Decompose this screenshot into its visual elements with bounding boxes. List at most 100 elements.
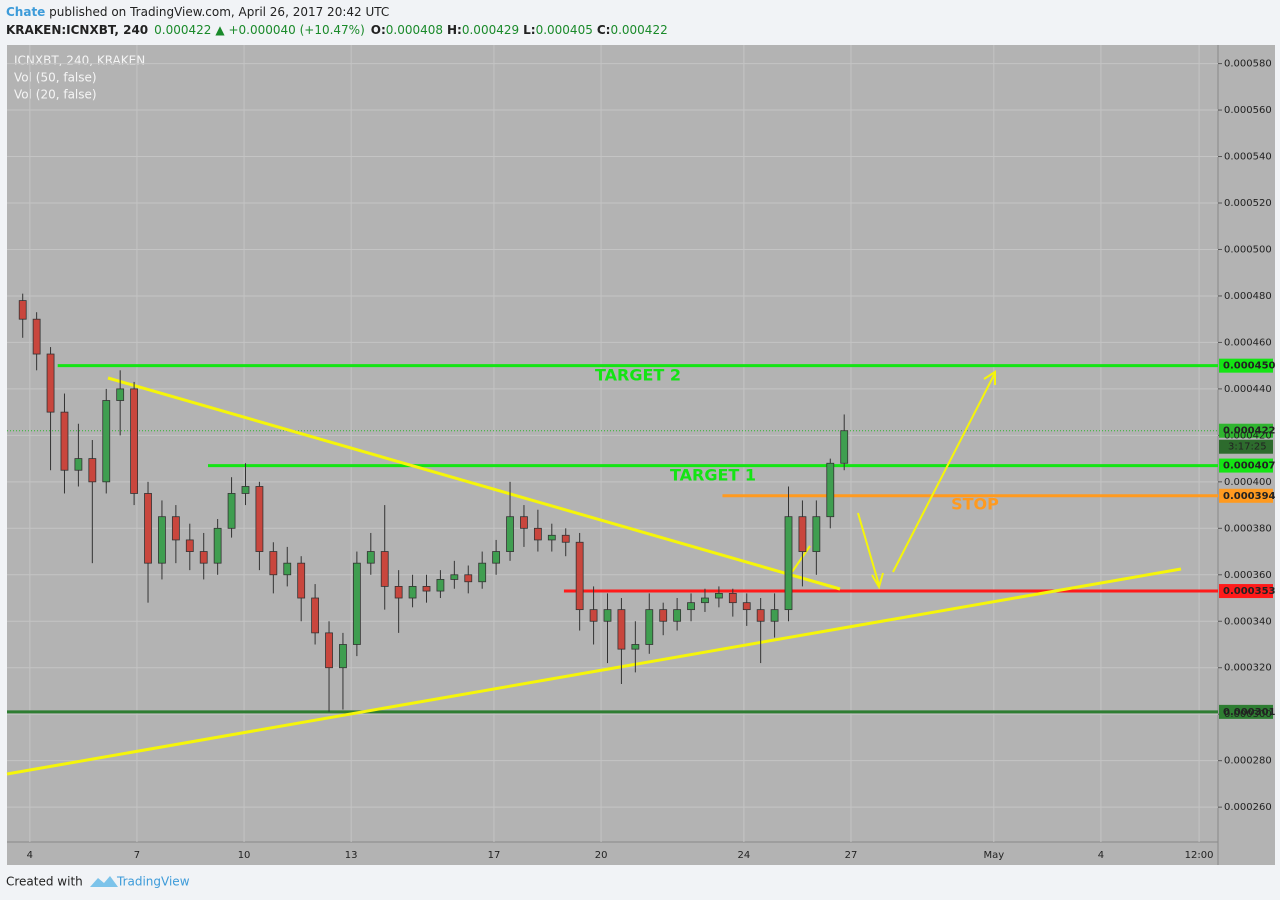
candle-body xyxy=(199,551,208,564)
price-tag-label: 0.000301 xyxy=(1223,707,1276,718)
candle-body xyxy=(520,516,528,529)
candle-body xyxy=(339,644,347,669)
candle-body xyxy=(241,486,250,494)
published: published on TradingView.com, April 26, … xyxy=(45,5,389,19)
candle-body xyxy=(756,609,765,622)
y-tick-label: 0.000460 xyxy=(1224,337,1272,348)
candle-body xyxy=(561,534,570,543)
arrow xyxy=(791,545,811,573)
footer-brand[interactable]: TradingView xyxy=(116,875,190,889)
c-label: C: xyxy=(597,23,611,37)
candle-body xyxy=(255,486,264,552)
legend-item: Vol (20, false) xyxy=(14,88,97,102)
candle-body xyxy=(603,609,612,622)
candle-body xyxy=(158,516,166,564)
y-tick-label: 0.000560 xyxy=(1224,105,1272,116)
trendline xyxy=(107,376,841,591)
candle-body xyxy=(171,516,180,541)
l-label: L: xyxy=(523,23,535,37)
candle-body xyxy=(18,300,27,320)
x-tick-label: May xyxy=(983,850,1004,861)
candle-body xyxy=(742,602,751,611)
author: Chate xyxy=(6,5,45,19)
candle-body xyxy=(506,516,514,552)
candle-body xyxy=(366,551,375,564)
candle-body xyxy=(46,353,55,413)
candle-body xyxy=(617,609,626,650)
candle-body xyxy=(631,644,640,650)
x-tick-label: 4 xyxy=(1098,850,1104,861)
y-tick-label: 0.000280 xyxy=(1224,756,1272,767)
price-tag xyxy=(1219,584,1273,599)
candle-body xyxy=(380,551,389,587)
x-tick-label: 17 xyxy=(488,850,501,861)
price-tag xyxy=(1219,358,1273,373)
arrow xyxy=(892,370,996,573)
candle-body xyxy=(826,462,835,518)
candle-body xyxy=(130,388,138,494)
price-tag-label: 0.000450 xyxy=(1223,361,1276,372)
candle-body xyxy=(533,527,542,541)
candle-body xyxy=(436,579,445,592)
candle-body xyxy=(102,400,111,483)
candle-body xyxy=(589,609,598,622)
annotation: STOP xyxy=(951,495,999,514)
candle-body xyxy=(394,586,403,599)
y-tick-label: 0.000400 xyxy=(1224,477,1272,488)
trendline xyxy=(6,567,1182,776)
candle-body xyxy=(701,597,709,604)
x-tick-label: 24 xyxy=(738,850,751,861)
candle-body xyxy=(450,574,459,580)
candle-body xyxy=(840,430,849,464)
l: 0.000405 xyxy=(536,23,593,37)
candle-body xyxy=(673,609,682,622)
candle-body xyxy=(784,516,793,611)
candle-body xyxy=(798,516,807,552)
footer-text: Created with xyxy=(6,875,83,889)
candle-body xyxy=(812,516,821,552)
arrows xyxy=(791,370,996,590)
y-tick-label: 0.000580 xyxy=(1224,59,1272,70)
x-tick-label: 10 xyxy=(238,850,251,861)
y-tick-label: 0.000320 xyxy=(1224,663,1272,674)
levels: 0.000450 0.000407 0.000394 0.000353 0.000301… xyxy=(7,358,1276,719)
y-tick-label: 0.000520 xyxy=(1224,198,1272,209)
x-tick-label: 20 xyxy=(595,850,608,861)
candle-body xyxy=(283,562,292,576)
candle-body xyxy=(728,592,737,604)
candles xyxy=(18,293,849,712)
logo xyxy=(90,876,118,887)
candle-body xyxy=(770,609,779,622)
candle-body xyxy=(213,527,222,564)
candle-body xyxy=(408,586,417,599)
candle-body xyxy=(116,388,125,401)
legend-item: ICNXBT, 240, KRAKEN xyxy=(14,54,145,68)
legend-item: Vol (50, false) xyxy=(14,71,97,85)
arrow xyxy=(857,512,884,590)
candle-body xyxy=(547,534,556,541)
candle-body xyxy=(227,493,236,529)
h: 0.000429 xyxy=(462,23,519,37)
candle-body xyxy=(478,562,487,583)
candle-body xyxy=(645,609,654,645)
x-tick-label: 13 xyxy=(345,850,358,861)
y-tick-label: 0.000420 xyxy=(1224,430,1272,441)
price-tag-label: 0.000353 xyxy=(1223,586,1276,597)
price: 0.000422 xyxy=(154,23,211,37)
annotation: TARGET 1 xyxy=(670,466,756,485)
x-tick-label: 12:00 xyxy=(1185,850,1214,861)
candle-body xyxy=(32,318,41,355)
price-tag-label: 0.000422 xyxy=(1223,426,1276,437)
y-tick-label: 0.000440 xyxy=(1224,384,1272,395)
ohlc-line: KRAKEN:ICNXBT, 240 0.000422 ▲ +0.000040 (+… xyxy=(6,23,668,37)
candle-body xyxy=(144,493,152,564)
candle-body xyxy=(659,609,668,622)
annotation: TARGET 2 xyxy=(595,366,681,385)
o-label: O: xyxy=(371,23,386,37)
candle-body xyxy=(88,458,97,483)
symbol: KRAKEN:ICNXBT, 240 xyxy=(6,23,148,37)
candle-body xyxy=(325,632,333,669)
price-tag xyxy=(1219,423,1273,438)
candle-body xyxy=(60,411,69,471)
